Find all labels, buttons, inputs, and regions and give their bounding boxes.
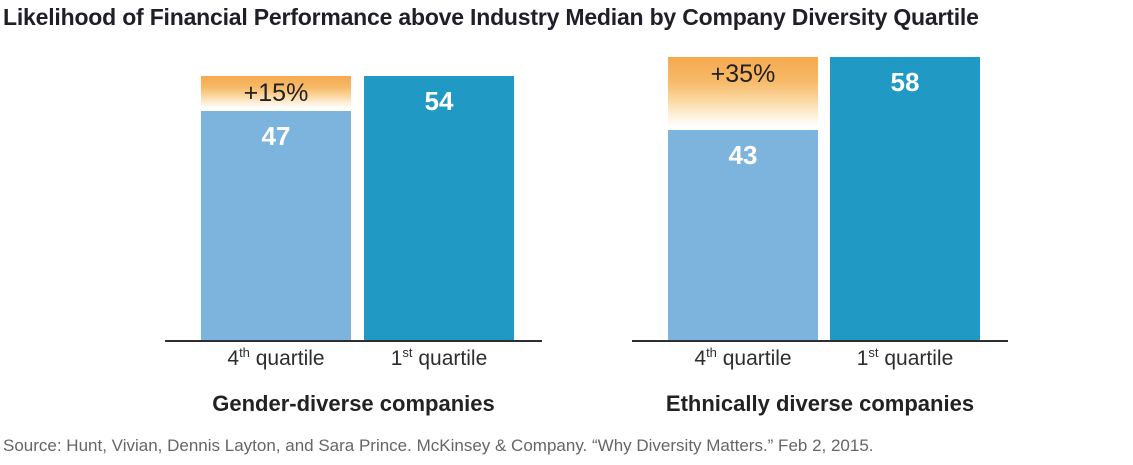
tick-number: 4 [694, 347, 707, 370]
tick-word: quartile [412, 347, 488, 370]
bar-gender-1st-quartile: 54 [364, 76, 514, 340]
tick-ordinal-suffix: st [402, 345, 413, 360]
bar-ethnic-4th-quartile: 43 [668, 130, 818, 340]
delta-label-gender: +15% [243, 79, 309, 108]
tick-gender-4th-quartile: 4th quartile [201, 345, 351, 371]
x-axis-line-ethnic [632, 340, 1008, 342]
source-citation: Source: Hunt, Vivian, Dennis Layton, and… [3, 436, 874, 455]
delta-cap-ethnic: +35% [668, 56, 818, 129]
tick-number: 4 [227, 347, 240, 370]
tick-gender-1st-quartile: 1st quartile [364, 345, 514, 371]
plot-area-gender: +15% 47 54 [165, 40, 542, 342]
plot-area-ethnic: +35% 43 58 [632, 40, 1008, 342]
delta-label-ethnic: +35% [710, 59, 776, 88]
tick-number: 1 [390, 347, 403, 370]
value-label-gender-1st: 54 [424, 86, 454, 117]
value-label-gender-4th: 47 [261, 120, 291, 151]
chart-gender-diverse: +15% 47 54 4th quartile 1st quartile Gen… [165, 40, 542, 420]
bar-gender-4th-quartile: 47 [201, 110, 351, 340]
tick-ordinal-suffix: st [868, 345, 879, 360]
tick-word: quartile [249, 347, 325, 370]
chart-ethnically-diverse: +35% 43 58 4th quartile 1st quartile Eth… [632, 40, 1008, 420]
group-title-ethnic: Ethnically diverse companies [665, 391, 975, 416]
x-axis-line-gender [165, 340, 542, 342]
value-label-ethnic-1st: 58 [890, 66, 920, 97]
delta-cap-gender: +15% [201, 76, 351, 109]
tick-number: 1 [856, 347, 869, 370]
tick-word: quartile [716, 347, 792, 370]
group-title-gender: Gender-diverse companies [212, 391, 495, 416]
tick-ethnic-1st-quartile: 1st quartile [830, 345, 980, 371]
bar-ethnic-1st-quartile: 58 [830, 56, 980, 340]
tick-ethnic-4th-quartile: 4th quartile [668, 345, 818, 371]
value-label-ethnic-4th: 43 [728, 140, 758, 171]
tick-ordinal-suffix: th [239, 345, 250, 360]
tick-word: quartile [878, 347, 954, 370]
tick-ordinal-suffix: th [706, 345, 717, 360]
chart-main-title: Likelihood of Financial Performance abov… [3, 4, 979, 30]
